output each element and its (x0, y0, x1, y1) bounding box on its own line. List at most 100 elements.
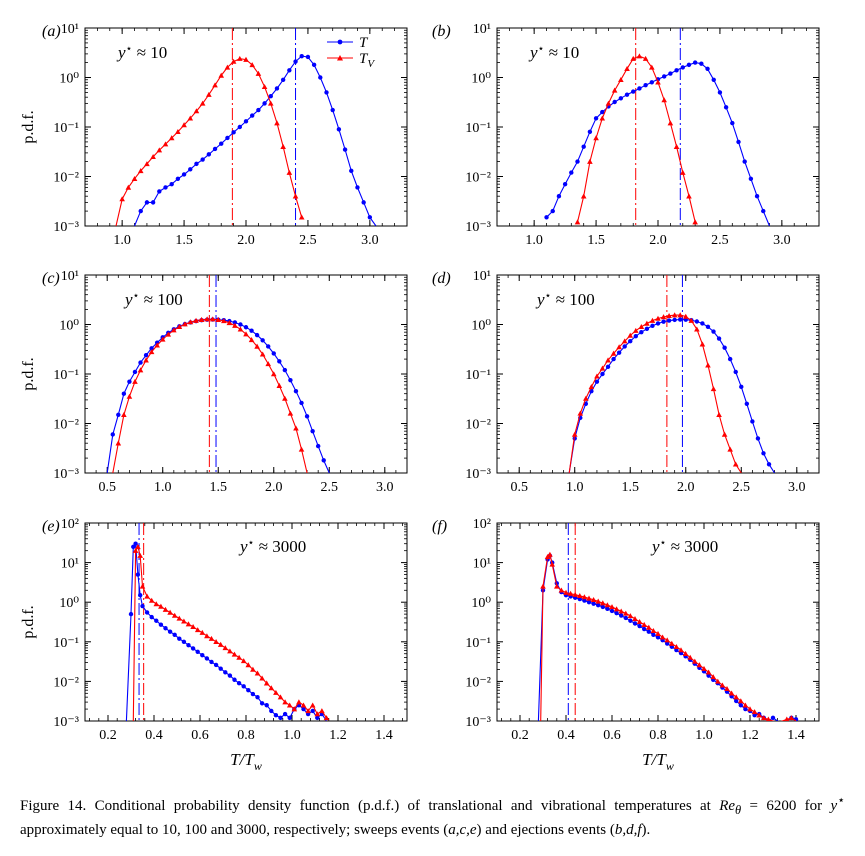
point-marker (569, 170, 574, 175)
point-marker (766, 462, 772, 467)
point-marker (135, 544, 141, 550)
point-marker (176, 615, 183, 621)
point-marker (667, 120, 674, 126)
point-marker (591, 601, 596, 606)
caption-ystar: y (830, 798, 838, 814)
point-marker (659, 634, 666, 640)
caption-re: Re (719, 798, 736, 814)
point-marker (747, 706, 753, 712)
point-marker (738, 703, 743, 708)
point-marker (660, 314, 667, 320)
series-line-t (546, 62, 771, 226)
plot-area (568, 275, 776, 473)
plot-area (125, 523, 330, 721)
point-marker (694, 319, 700, 324)
series-line-t (125, 542, 327, 721)
point-marker (245, 662, 252, 668)
y-tick-label: 10⁰ (59, 319, 79, 334)
point-marker (254, 670, 261, 676)
point-marker (213, 639, 219, 645)
point-marker (150, 200, 156, 205)
point-marker (649, 64, 655, 70)
point-marker (349, 168, 354, 174)
point-marker (154, 618, 159, 623)
y-tick-label: 10⁻¹ (465, 368, 491, 383)
point-marker (287, 715, 292, 721)
point-marker (261, 83, 268, 90)
point-marker (614, 610, 619, 616)
point-marker (686, 193, 692, 199)
point-marker (616, 344, 622, 350)
panel-f: 10⁻³ 10⁻² 10⁻¹ 10⁰ 10¹ 10² 0.2 0.4 0.6 0.8 1.0 1.2 1… (432, 517, 820, 773)
point-marker (154, 342, 160, 348)
point-marker (175, 176, 181, 181)
x-tick-label: 0.2 (511, 728, 529, 743)
point-marker (672, 317, 677, 323)
point-marker (671, 312, 678, 318)
point-marker (212, 146, 218, 152)
point-marker (282, 699, 288, 705)
point-marker (172, 632, 177, 638)
point-marker (739, 384, 744, 390)
y-tick-label: 10⁻² (465, 675, 491, 690)
x-tick-label: 2.0 (649, 233, 667, 248)
point-marker (649, 317, 656, 323)
point-marker (636, 53, 643, 59)
point-marker (248, 337, 255, 343)
point-marker (744, 401, 750, 407)
point-marker (788, 715, 795, 721)
plot-area (106, 275, 330, 473)
point-marker (177, 636, 182, 641)
point-marker (263, 680, 270, 686)
y-axis-label: p.d.f. (20, 110, 37, 143)
point-marker (588, 384, 595, 390)
point-marker (250, 666, 256, 672)
point-marker (727, 356, 733, 362)
point-marker (755, 436, 761, 441)
point-marker (361, 200, 366, 205)
point-marker (231, 130, 236, 135)
point-marker (756, 712, 762, 718)
point-marker (627, 613, 634, 619)
point-marker (232, 322, 238, 328)
x-tick-label: 0.6 (603, 728, 621, 743)
point-marker (637, 86, 642, 91)
plot-area (115, 28, 377, 226)
point-marker (246, 687, 251, 693)
point-marker (149, 614, 154, 620)
point-marker (612, 99, 617, 105)
point-marker (692, 658, 698, 664)
y-tick-label: 10⁻¹ (53, 368, 79, 383)
point-marker (738, 698, 744, 704)
point-marker (138, 360, 143, 365)
point-marker (682, 313, 689, 319)
point-marker (716, 336, 722, 341)
point-marker (319, 708, 325, 714)
point-marker (193, 108, 200, 114)
panel-b: 10⁻³ 10⁻² 10⁻¹ 10⁰ 10¹ 1.0 1.5 2.0 2.5 3.0 (b) y⋆ ≈… (432, 22, 820, 248)
y-tick-label: 10⁻³ (465, 467, 491, 482)
point-marker (132, 547, 139, 553)
point-marker (265, 361, 272, 367)
x-tick-label: 1.0 (525, 233, 543, 248)
point-marker (299, 400, 304, 406)
point-marker (623, 610, 629, 616)
point-marker (600, 371, 605, 377)
point-marker (264, 703, 269, 708)
point-marker (232, 677, 237, 682)
x-tick-label: 1.4 (375, 728, 393, 743)
point-marker (259, 701, 265, 706)
y-tick-label: 10¹ (473, 269, 491, 284)
caption-text-4: ) and ejections events ( (476, 822, 615, 838)
point-marker (255, 70, 262, 76)
point-marker (254, 332, 260, 338)
point-marker (558, 587, 565, 593)
point-marker (267, 100, 274, 106)
x-tick-label: 0.4 (145, 728, 163, 743)
point-marker (193, 317, 199, 323)
y-tick-label: 10¹ (473, 22, 491, 37)
point-marker (655, 321, 661, 326)
point-marker (687, 654, 693, 660)
caption-text-2: = 6200 for (741, 798, 831, 814)
point-marker (705, 362, 711, 368)
